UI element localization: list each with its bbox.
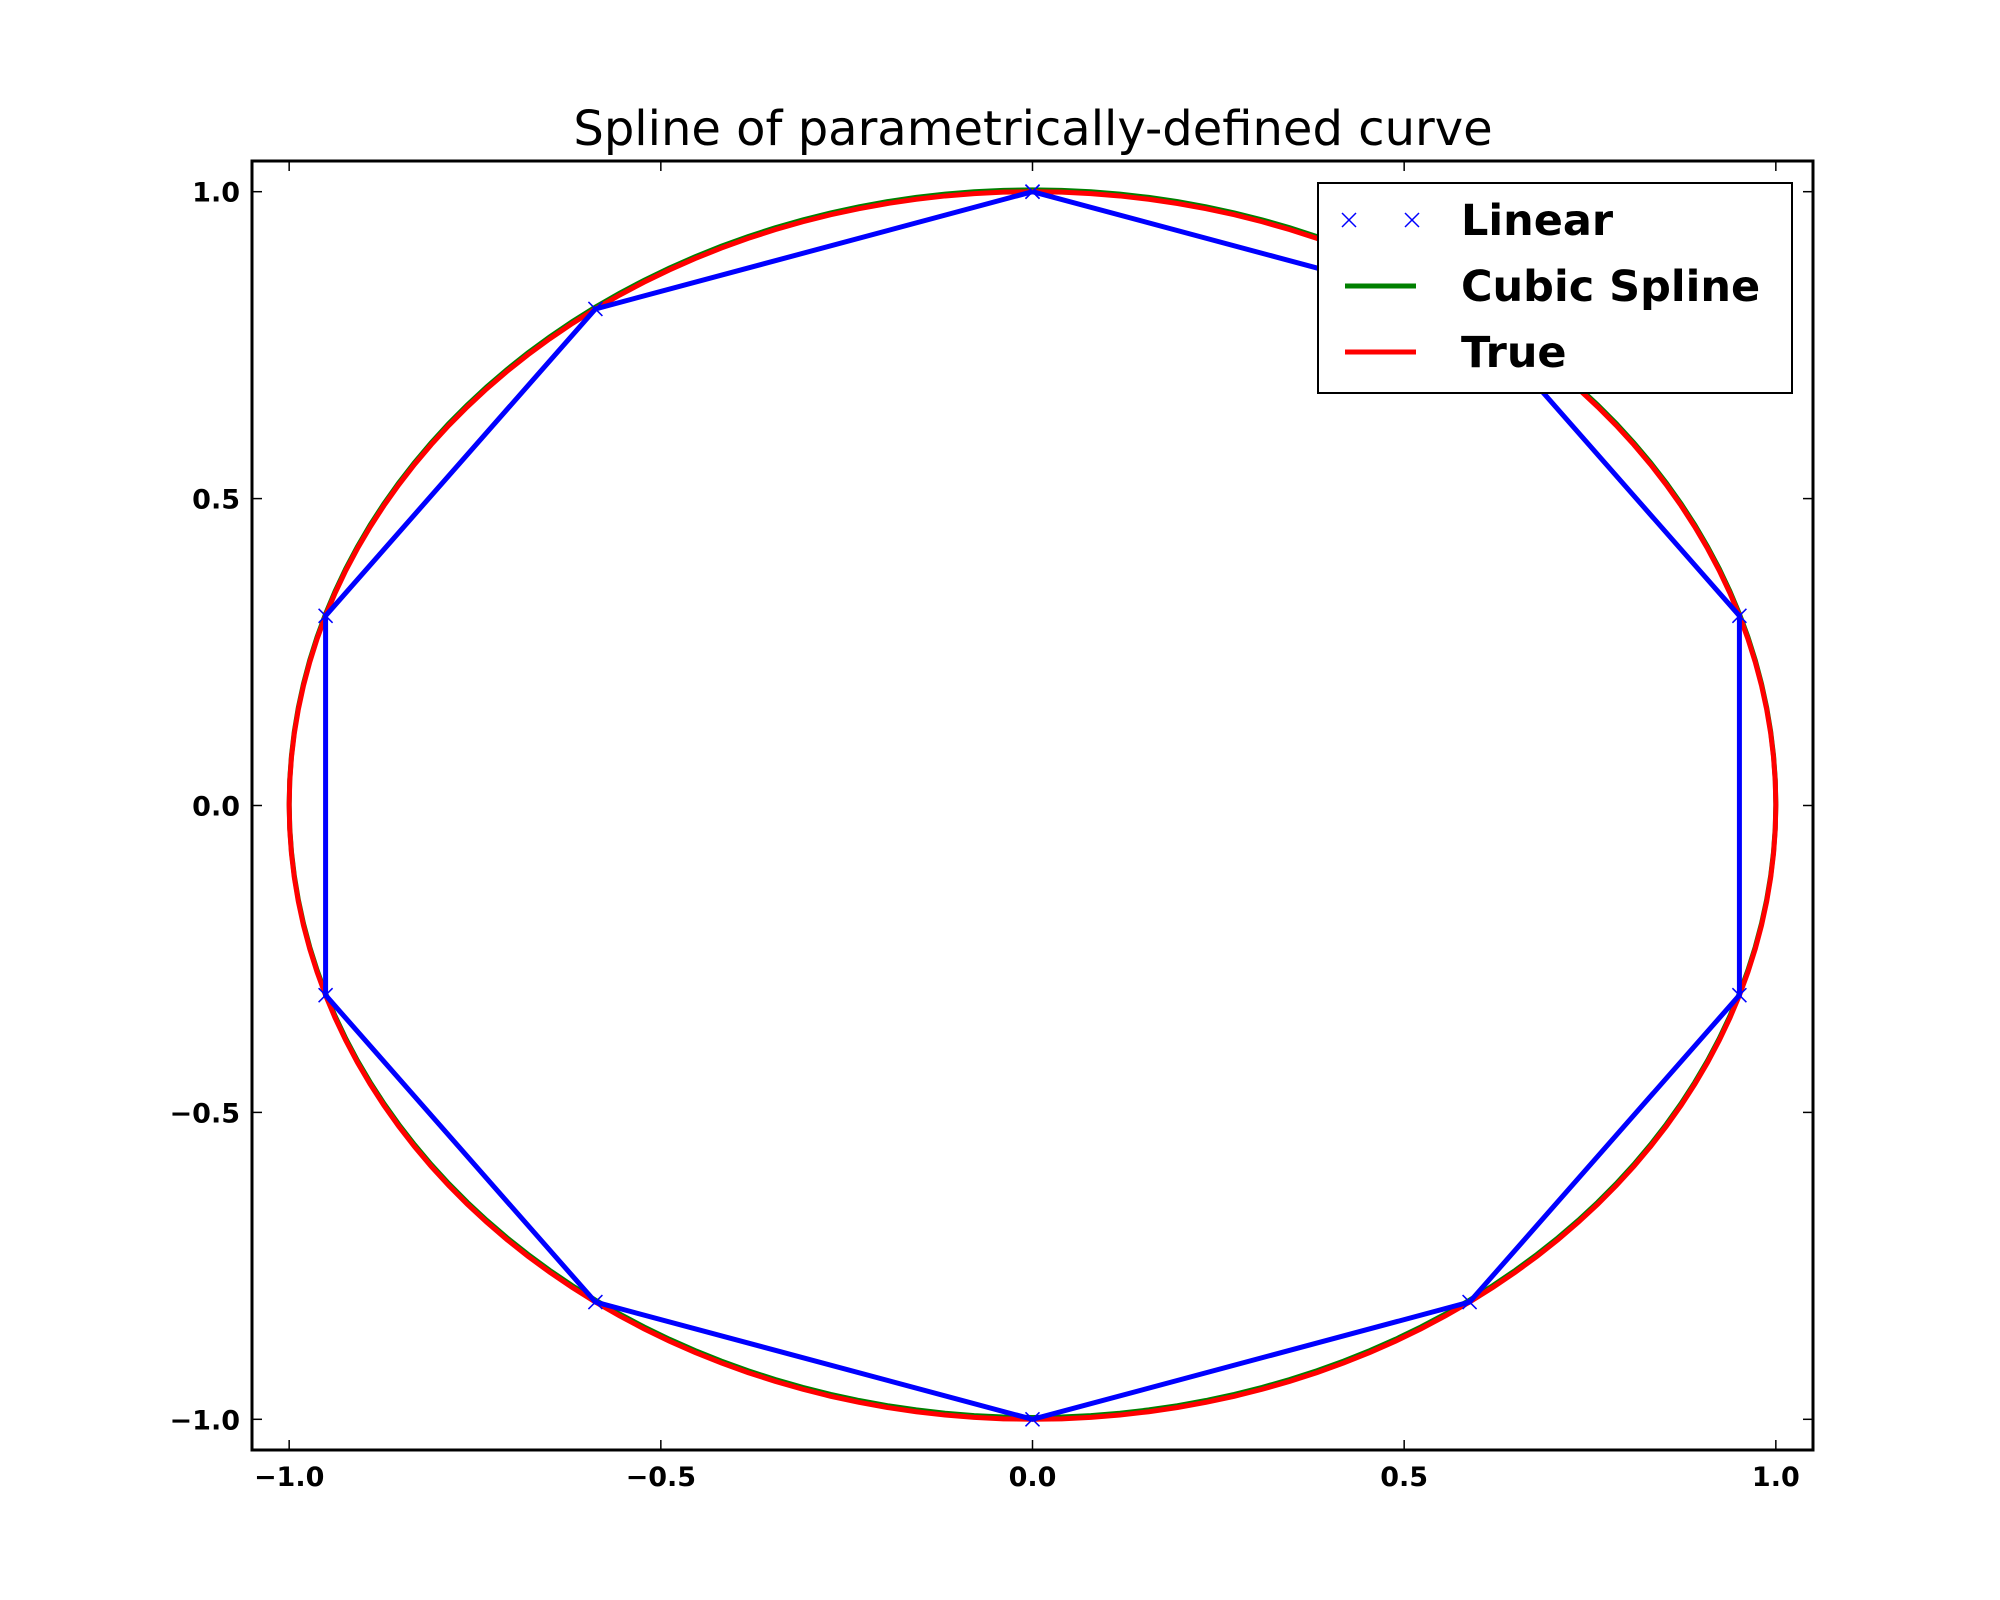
linear-point-marker — [587, 301, 603, 317]
legend-linear-marker — [1341, 212, 1357, 228]
marker-stroke — [318, 608, 334, 624]
linear-point-marker — [318, 987, 334, 1003]
linear-point-marker — [587, 1294, 603, 1310]
marker-stroke — [1024, 1411, 1041, 1427]
marker-stroke — [587, 1294, 603, 1310]
axes: −1.0 −0.5 0.0 0.5 1.0 −1.0 −0.5 0.0 0.5 1.0 — [170, 159, 1815, 1493]
chart-title: Spline of parametrically-defined curve — [573, 101, 1492, 157]
y-tick-label: 0.5 — [192, 485, 240, 516]
legend-label-linear: Linear — [1461, 196, 1614, 246]
y-tick-label: −0.5 — [170, 1098, 240, 1129]
x-tick-label: 0.0 — [1009, 1462, 1057, 1493]
legend-label-cubic-spline: Cubic Spline — [1461, 262, 1760, 312]
legend: Linear Cubic Spline True — [1317, 182, 1793, 394]
marker-stroke — [318, 987, 334, 1003]
x-tick-label: −1.0 — [254, 1462, 324, 1493]
linear-point-marker — [1462, 1294, 1478, 1310]
legend-label-true: True — [1461, 328, 1567, 378]
linear-point-marker — [1024, 184, 1041, 200]
marker-stroke — [1731, 987, 1747, 1003]
legend-linear-marker — [1404, 212, 1420, 228]
marker-stroke — [587, 301, 603, 317]
x-tick-label: −0.5 — [626, 1462, 696, 1493]
linear-point-marker — [318, 608, 334, 624]
y-tick-label: 0.0 — [192, 792, 240, 823]
marker-stroke — [1731, 608, 1747, 624]
y-tick-label: 1.0 — [192, 178, 240, 209]
linear-point-marker — [1024, 1411, 1041, 1427]
linear-point-marker — [1731, 987, 1747, 1003]
x-tick-label: 1.0 — [1752, 1462, 1800, 1493]
y-tick-label: −1.0 — [170, 1405, 240, 1436]
marker-stroke — [1341, 212, 1357, 228]
marker-stroke — [1462, 1294, 1478, 1310]
x-tick-label: 0.5 — [1380, 1462, 1428, 1493]
linear-point-marker — [1731, 608, 1747, 624]
marker-stroke — [1024, 184, 1041, 200]
marker-stroke — [1404, 212, 1420, 228]
